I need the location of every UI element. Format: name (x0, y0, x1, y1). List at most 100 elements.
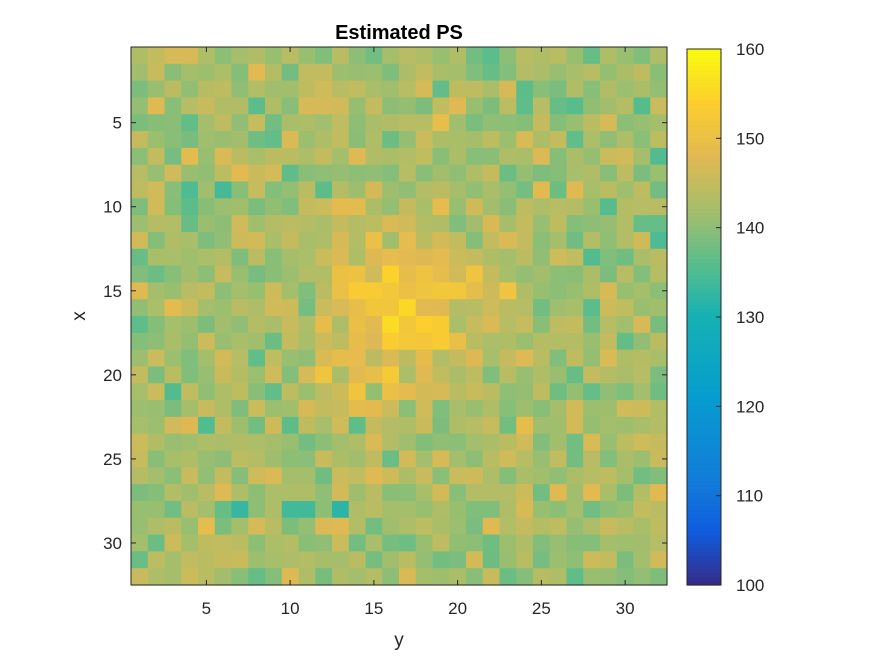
heatmap-cell (566, 299, 584, 317)
heatmap-cell (616, 467, 635, 485)
colorbar-strip (687, 78, 721, 84)
heatmap-cell (415, 332, 434, 351)
heatmap-cell (482, 416, 501, 435)
heatmap-cell (399, 299, 417, 317)
heatmap-cell (482, 80, 501, 99)
colorbar-strip (687, 459, 721, 465)
heatmap-cell (432, 97, 450, 115)
heatmap-cell (214, 248, 233, 267)
heatmap-cell (198, 80, 216, 99)
heatmap-cell (348, 551, 367, 569)
heatmap-cell (633, 551, 651, 569)
heatmap-cell (164, 467, 182, 485)
heatmap-cell (231, 282, 249, 300)
heatmap-cell (533, 248, 551, 267)
heatmap-cell (600, 299, 618, 317)
heatmap-cell (449, 433, 467, 452)
heatmap-cell (332, 248, 350, 267)
heatmap-cell (231, 366, 249, 384)
heatmap-cell (466, 534, 484, 552)
heatmap-cell (616, 383, 635, 401)
heatmap-cell (131, 164, 149, 183)
heatmap-cell (566, 551, 584, 569)
heatmap-cell (432, 282, 450, 300)
heatmap-cell (566, 568, 584, 586)
heatmap-cell (231, 467, 249, 485)
heatmap-cell (147, 164, 166, 183)
heatmap-cell (650, 265, 668, 283)
heatmap-cell (616, 366, 635, 384)
heatmap-cell (432, 500, 450, 519)
heatmap-cell (198, 500, 216, 519)
heatmap-cell (248, 551, 266, 569)
heatmap-cell (365, 349, 383, 368)
heatmap-cell (549, 164, 568, 183)
heatmap-cell (248, 450, 266, 468)
heatmap-cell (650, 198, 668, 216)
heatmap-cell (181, 484, 199, 502)
heatmap-cell (432, 450, 450, 468)
colorbar-tick-label: 140 (736, 219, 764, 238)
heatmap-cell (248, 500, 266, 519)
heatmap-cell (533, 316, 551, 334)
heatmap-cell (265, 534, 283, 552)
heatmap-cell (181, 248, 199, 267)
heatmap-cell (214, 147, 233, 166)
heatmap-cell (198, 47, 216, 65)
colorbar-strip (687, 245, 721, 251)
heatmap-cell (131, 366, 149, 384)
heatmap-cell (566, 164, 584, 183)
colorbar-strip (687, 484, 721, 490)
chart-title: Estimated PS (335, 22, 463, 44)
colorbar-strip (687, 237, 721, 243)
heatmap-cell (650, 484, 668, 502)
heatmap-cell (583, 265, 601, 283)
colorbar-strip (687, 476, 721, 481)
heatmap-cell (332, 231, 350, 250)
heatmap-cell (415, 131, 434, 149)
heatmap-cell (583, 164, 601, 183)
heatmap-cell (499, 198, 517, 216)
heatmap-cell (549, 416, 568, 435)
heatmap-cell (650, 80, 668, 99)
heatmap-cell (432, 80, 450, 99)
heatmap-cell (365, 97, 383, 115)
heatmap-cell (549, 265, 568, 283)
colorbar-strip (687, 57, 721, 63)
colorbar-strip (687, 312, 721, 318)
heatmap-cell (248, 400, 266, 418)
heatmap-cell (583, 80, 601, 99)
heatmap-cell (650, 383, 668, 401)
heatmap-cell (533, 47, 551, 65)
heatmap-cell (583, 400, 601, 418)
heatmap-cell (131, 47, 149, 65)
heatmap-cell (147, 282, 166, 300)
heatmap-cell (281, 265, 300, 283)
colorbar-strip (687, 124, 721, 130)
heatmap-cell (616, 231, 635, 250)
heatmap-cell (633, 198, 651, 216)
heatmap-cell (131, 568, 149, 586)
heatmap-cell (583, 282, 601, 300)
heatmap-cell (332, 131, 350, 149)
heatmap-cell (298, 147, 316, 166)
heatmap-cell (482, 349, 501, 368)
colorbar-strip (687, 300, 721, 306)
heatmap-cell (181, 299, 199, 317)
heatmap-cell (616, 450, 635, 468)
heatmap-cell (315, 400, 333, 418)
heatmap-cell (516, 299, 534, 317)
heatmap-cell (231, 97, 249, 115)
heatmap-cell (516, 147, 534, 166)
x-axis-label: y (394, 630, 404, 651)
heatmap-cell (265, 332, 283, 351)
heatmap-cell (499, 416, 517, 435)
heatmap-cell (231, 248, 249, 267)
colorbar-strip (687, 49, 721, 54)
heatmap-cell (633, 400, 651, 418)
heatmap-cell (399, 63, 417, 82)
heatmap-cell (181, 63, 199, 82)
colorbar-strip (687, 384, 721, 389)
colorbar-strip (687, 90, 721, 96)
